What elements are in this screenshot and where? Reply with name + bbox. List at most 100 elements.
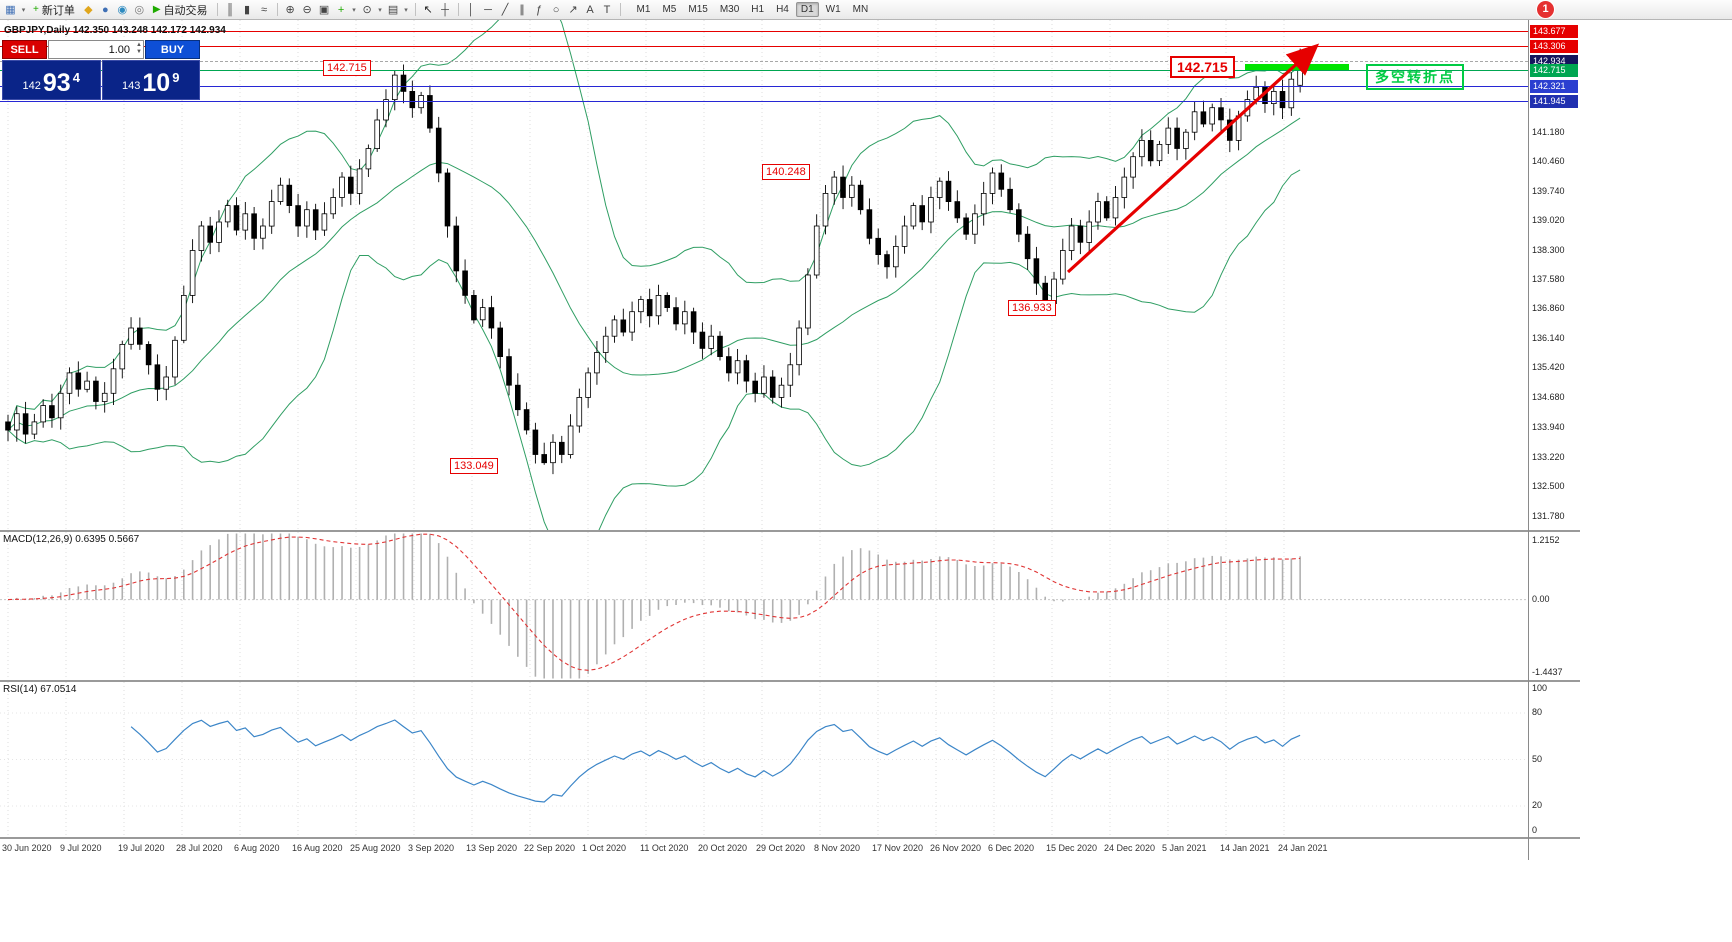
annotation-142715-right[interactable]: 142.715 <box>1170 56 1235 78</box>
toolbar-icons: ▦ ▾ + 新订单 ◆ ● ◉ ◎ ▶ 自动交易 ║ ▮ ≈ ⊕ ⊖ ▣ + ▾ ⊙ ▾ ▤ ▾ ↖ ┼ │ ─ ╱ ∥ ƒ ○ ↗ A T <box>2 0 625 20</box>
horizontal-line-142.715[interactable] <box>0 69 1528 71</box>
macd-panel[interactable]: MACD(12,26,9) 0.6395 0.5667 <box>0 532 1528 680</box>
trendline-icon[interactable]: ╱ <box>501 3 509 16</box>
text-label-icon[interactable]: T <box>603 3 611 16</box>
panel-divider[interactable] <box>0 530 1580 532</box>
timeframe-D1-button[interactable]: D1 <box>795 2 819 17</box>
panel-divider[interactable] <box>0 837 1580 839</box>
auto-trading-button-icon: ▶ <box>152 4 161 15</box>
macd-scale--1.4437: -1.4437 <box>1532 667 1563 677</box>
toolbar-separator <box>619 3 621 16</box>
vertical-line-icon[interactable]: │ <box>467 3 475 16</box>
volume-up-icon[interactable]: ▲ <box>136 42 142 48</box>
rsi-panel[interactable]: RSI(14) 67.0514 <box>0 682 1528 837</box>
crosshair-icon[interactable]: ┼ <box>441 3 449 16</box>
tile-windows-icon[interactable]: ▣ <box>318 3 330 16</box>
price-tick-136.860: 136.860 <box>1532 303 1565 314</box>
shapes-icon[interactable]: ○ <box>552 3 560 16</box>
main-chart-panel[interactable]: GBPJPY,Daily 142.350 143.248 142.172 142… <box>0 20 1528 530</box>
text-icon[interactable]: A <box>586 3 594 16</box>
annotation-140248[interactable]: 140.248 <box>762 164 810 180</box>
timeframe-M5-button[interactable]: M5 <box>662 4 677 15</box>
buy-price-display[interactable]: 143 10 9 <box>101 60 200 100</box>
new-chart-icon[interactable]: ▦ <box>5 3 16 16</box>
buy-price-small: 143 <box>122 80 141 92</box>
sell-price-display[interactable]: 142 93 4 <box>2 60 101 100</box>
date-label: 24 Dec 2020 <box>1104 843 1156 853</box>
zoom-out-icon[interactable]: ⊖ <box>302 3 312 16</box>
timeframe-W1-button[interactable]: W1 <box>825 4 841 15</box>
timeframe-M1-button[interactable]: M1 <box>636 4 651 15</box>
date-label: 24 Jan 2021 <box>1278 843 1328 853</box>
price-tick-141.180: 141.180 <box>1532 127 1565 138</box>
rsi-scale-50: 50 <box>1532 753 1543 764</box>
indicators-icon[interactable]: + <box>337 3 345 16</box>
candlestick-chart-icon[interactable]: ▮ <box>244 3 251 16</box>
annotation-142715-left[interactable]: 142.715 <box>323 60 371 76</box>
annotation-133049[interactable]: 133.049 <box>450 458 498 474</box>
timeframe-M15-button[interactable]: M15 <box>688 4 708 15</box>
rsi-scale-100: 100 <box>1532 683 1548 693</box>
cursor-icon[interactable]: ↖ <box>423 3 433 16</box>
date-axis[interactable]: 30 Jun 2020 9 Jul 2020 19 Jul 2020 28 Jul 2… <box>0 839 1585 860</box>
zoom-in-icon[interactable]: ⊕ <box>285 3 295 16</box>
auto-trading-button-label: 自动交易 <box>163 4 208 17</box>
price-line-label-142.715: 142.715 <box>1530 63 1578 77</box>
indicators-dropdown-icon[interactable]: ▾ <box>352 6 356 14</box>
timeframe-M30-button[interactable]: M30 <box>719 4 740 15</box>
navigator-icon[interactable]: ◎ <box>134 3 145 16</box>
volume-input[interactable]: 1.00 ▲ ▼ <box>48 40 144 59</box>
macd-scale-0.00: 0.00 <box>1532 593 1550 604</box>
data-window-icon[interactable]: ◉ <box>117 3 128 16</box>
panel-divider[interactable] <box>0 680 1580 682</box>
bar-chart-icon[interactable]: ║ <box>226 3 234 16</box>
timeframe-MN-button[interactable]: MN <box>852 4 869 15</box>
fibonacci-icon[interactable]: ƒ <box>535 3 543 16</box>
templates-icon[interactable]: ▤ <box>387 3 399 16</box>
horizontal-line-icon[interactable]: ─ <box>484 3 492 16</box>
volume-stepper[interactable]: ▲ ▼ <box>136 42 142 56</box>
price-tick-140.460: 140.460 <box>1532 156 1565 167</box>
horizontal-line-143.677[interactable] <box>0 30 1528 32</box>
horizontal-line-143.306[interactable] <box>0 45 1528 47</box>
toolbar-separator <box>457 3 459 16</box>
periods-icon[interactable]: ⊙ <box>362 3 372 16</box>
periods-dropdown-icon[interactable]: ▾ <box>378 6 382 14</box>
market-watch-icon[interactable]: ● <box>102 3 109 16</box>
new-order-button-icon: + <box>33 4 39 15</box>
rsi-scale-20: 20 <box>1532 800 1543 810</box>
new-order-button-label: 新订单 <box>41 4 75 17</box>
timeframe-H4-button[interactable]: H4 <box>776 4 789 15</box>
price-line-label-141.945: 141.945 <box>1530 95 1578 109</box>
annotation-136933[interactable]: 136.933 <box>1008 300 1056 316</box>
new-chart-dropdown-icon[interactable]: ▾ <box>21 6 26 14</box>
date-label: 1 Oct 2020 <box>582 843 627 853</box>
channel-icon[interactable]: ∥ <box>519 3 525 16</box>
templates-dropdown-icon[interactable]: ▾ <box>404 6 408 14</box>
new-order-button[interactable]: + 新订单 <box>28 1 80 19</box>
notification-badge[interactable]: 1 <box>1537 1 1554 18</box>
price-tick-139.020: 139.020 <box>1532 215 1565 226</box>
candlestick-plot[interactable] <box>0 20 1528 530</box>
date-label: 28 Jul 2020 <box>176 843 223 853</box>
timeframe-H1-button[interactable]: H1 <box>751 4 765 15</box>
sell-price-small: 142 <box>22 80 41 92</box>
line-chart-icon[interactable]: ≈ <box>261 3 268 16</box>
date-label: 9 Jul 2020 <box>60 843 102 853</box>
arrows-icon[interactable]: ↗ <box>568 3 578 16</box>
date-label: 11 Oct 2020 <box>640 843 689 853</box>
horizontal-line-142.321[interactable] <box>0 85 1528 87</box>
date-label: 17 Nov 2020 <box>872 843 924 853</box>
metaeditor-icon[interactable]: ◆ <box>84 3 93 16</box>
rsi-label: RSI(14) 67.0514 <box>3 684 77 695</box>
buy-button[interactable]: BUY <box>145 40 200 59</box>
sell-button[interactable]: SELL <box>2 40 47 59</box>
turning-point-label[interactable]: 多空转折点 <box>1366 64 1464 90</box>
auto-trading-button[interactable]: ▶ 自动交易 <box>148 1 213 19</box>
price-scale[interactable]: 141.180 140.460 139.740 139.020 138.300 137.5… <box>1529 0 1732 942</box>
horizontal-line-141.945[interactable] <box>0 101 1528 103</box>
horizontal-line-142.934[interactable] <box>0 60 1528 62</box>
highlight-bar-annotation[interactable] <box>1245 64 1349 70</box>
rsi-scale-0: 0 <box>1532 825 1538 835</box>
volume-down-icon[interactable]: ▼ <box>136 49 142 55</box>
